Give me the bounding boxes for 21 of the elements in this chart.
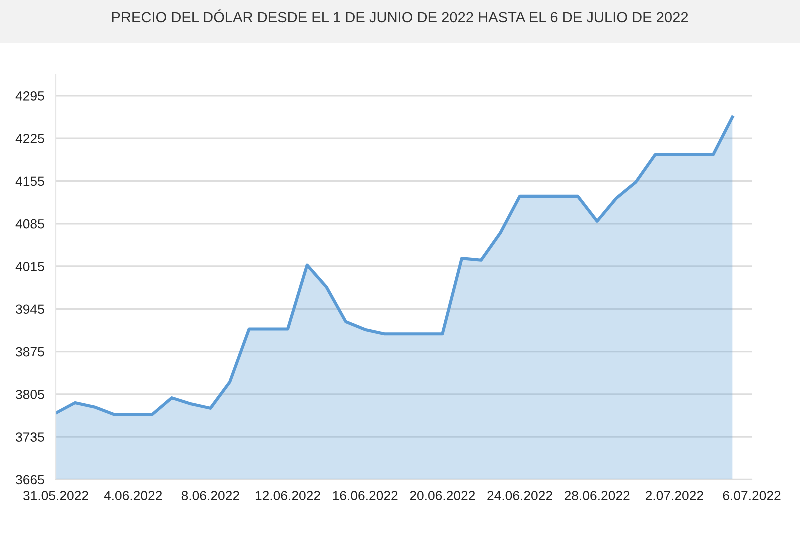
x-tick-label: 20.06.2022 bbox=[410, 491, 476, 501]
y-tick-label: 3945 bbox=[16, 304, 44, 314]
y-tick-label: 3805 bbox=[16, 390, 44, 400]
x-tick-label: 8.06.2022 bbox=[182, 491, 240, 501]
y-tick-label: 4015 bbox=[16, 262, 44, 272]
x-tick-label: 28.06.2022 bbox=[564, 491, 630, 501]
y-tick-label: 4155 bbox=[16, 176, 44, 186]
x-tick-label: 31.05.2022 bbox=[23, 491, 88, 501]
x-tick-label: 2.07.2022 bbox=[646, 491, 704, 501]
x-tick-label: 24.06.2022 bbox=[488, 491, 552, 501]
chart-title: PRECIO DEL DÓLAR DESDE EL 1 DE JUNIO DE 2022 HASTA EL 6 DE JULIO DE 2022 bbox=[112, 10, 688, 23]
y-tick-label: 4295 bbox=[16, 92, 44, 101]
y-tick-label: 4085 bbox=[16, 219, 44, 229]
x-tick-label: 6.07.2022 bbox=[723, 491, 781, 501]
x-tick-label: 12.06.2022 bbox=[256, 491, 320, 501]
y-tick-label: 4225 bbox=[16, 134, 44, 144]
y-tick-label: 3735 bbox=[16, 432, 44, 442]
y-tick-label: 3875 bbox=[16, 347, 44, 357]
x-tick-label: 4.06.2022 bbox=[104, 491, 162, 501]
y-tick-label: 3665 bbox=[16, 475, 44, 485]
x-tick-label: 16.06.2022 bbox=[333, 491, 398, 501]
